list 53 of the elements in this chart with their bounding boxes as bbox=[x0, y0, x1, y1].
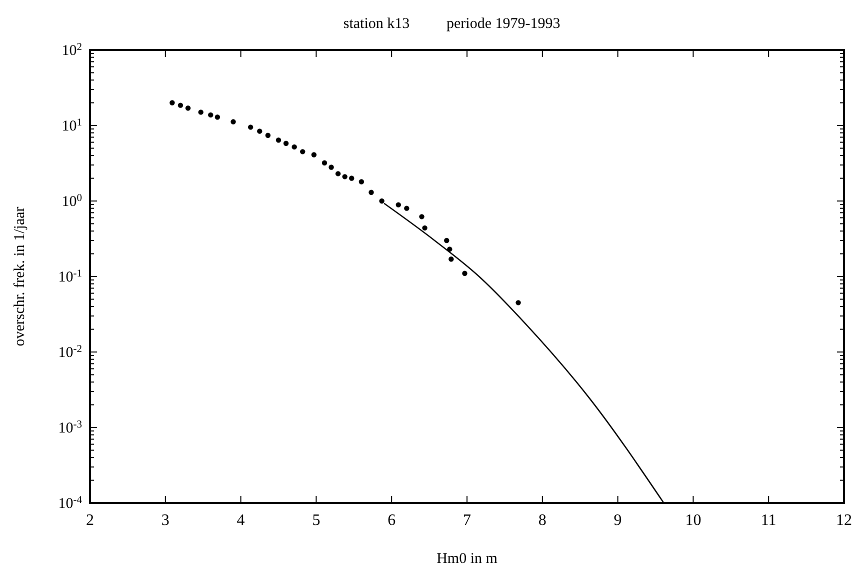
x-tick-label: 5 bbox=[312, 512, 320, 529]
point bbox=[462, 270, 468, 276]
point bbox=[419, 214, 424, 220]
point bbox=[248, 124, 254, 130]
x-tick-label: 6 bbox=[388, 512, 396, 529]
x-tick-label: 9 bbox=[614, 512, 622, 529]
point bbox=[276, 138, 282, 143]
point bbox=[230, 119, 236, 124]
point bbox=[368, 190, 374, 195]
point bbox=[328, 164, 334, 170]
point bbox=[322, 160, 328, 166]
y-tick-label: 10$^{-1}$ bbox=[58, 268, 82, 286]
x-axis-title: Hm0 in m bbox=[436, 551, 498, 567]
point bbox=[170, 100, 175, 106]
chart-subtitle: periode 1979-1993 bbox=[446, 16, 560, 32]
x-tick-label: 8 bbox=[538, 512, 546, 529]
point bbox=[198, 110, 204, 115]
x-tick-label: 3 bbox=[161, 512, 170, 529]
y-tick-label: 10$^{2}$ bbox=[62, 42, 82, 59]
point bbox=[516, 300, 521, 306]
point bbox=[379, 198, 384, 204]
point bbox=[335, 171, 341, 176]
point bbox=[208, 112, 214, 118]
x-tick-label: 11 bbox=[760, 512, 776, 529]
point bbox=[342, 174, 348, 180]
x-tick-label: 10 bbox=[685, 512, 702, 529]
point bbox=[178, 102, 184, 108]
point bbox=[444, 238, 450, 244]
y-tick-label: 10$^{1}$ bbox=[62, 117, 82, 134]
point bbox=[185, 106, 191, 111]
point bbox=[422, 225, 428, 231]
x-tick-label: 12 bbox=[836, 512, 852, 529]
point bbox=[448, 256, 454, 262]
point bbox=[396, 202, 401, 208]
y-axis-title: overschr. frek. in 1/jaar bbox=[12, 206, 28, 346]
point bbox=[292, 144, 297, 150]
x-tick-label: 7 bbox=[463, 512, 471, 529]
y-tick-label: 10$^{-3}$ bbox=[58, 419, 82, 436]
point bbox=[300, 149, 306, 154]
point bbox=[358, 179, 364, 184]
point bbox=[265, 132, 271, 138]
x-tick-label: 4 bbox=[236, 512, 245, 529]
y-tick-label: 10$^{0}$ bbox=[62, 192, 82, 210]
point bbox=[404, 206, 410, 211]
point bbox=[214, 114, 220, 120]
x-tick-label: 2 bbox=[86, 512, 94, 529]
y-tick-label: 10$^{-4}$ bbox=[58, 494, 83, 512]
chart-title: station k13 bbox=[343, 16, 410, 32]
point bbox=[283, 140, 289, 146]
y-tick-label: 10$^{-2}$ bbox=[58, 344, 82, 361]
point bbox=[311, 152, 317, 158]
point bbox=[257, 128, 262, 134]
point bbox=[349, 176, 354, 181]
